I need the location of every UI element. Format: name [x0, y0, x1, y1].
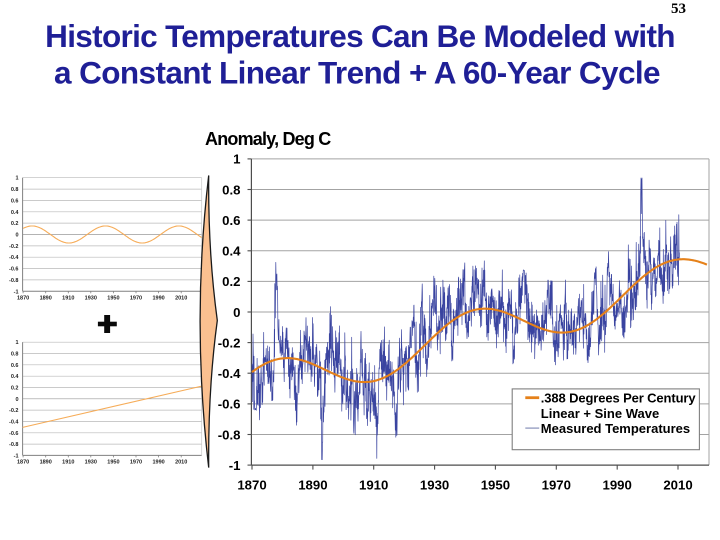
svg-text:-0.8: -0.8 [9, 442, 18, 448]
svg-text:0.4: 0.4 [222, 244, 241, 259]
svg-text:0.4: 0.4 [11, 374, 20, 380]
svg-text:-0.6: -0.6 [9, 267, 18, 273]
svg-text:a Constant Linear Trend + A 60: a Constant Linear Trend + A 60-Year Cycl… [54, 55, 660, 91]
svg-text:1970: 1970 [130, 296, 142, 302]
svg-text:0.8: 0.8 [222, 182, 240, 197]
svg-text:1950: 1950 [107, 296, 119, 302]
svg-text:-0.2: -0.2 [9, 244, 18, 250]
svg-text:0: 0 [15, 233, 18, 239]
svg-text:Historic Temperatures Can Be M: Historic Temperatures Can Be Modeled wit… [45, 18, 675, 54]
svg-text:0.4: 0.4 [11, 210, 20, 216]
svg-text:1930: 1930 [420, 478, 449, 493]
svg-text:1990: 1990 [152, 296, 164, 302]
svg-text:1930: 1930 [85, 296, 97, 302]
svg-text:1890: 1890 [298, 478, 327, 493]
svg-text:.388 Degrees Per Century: .388 Degrees Per Century [541, 391, 697, 406]
svg-text:1910: 1910 [62, 460, 74, 466]
svg-text:-0.6: -0.6 [9, 431, 18, 437]
svg-text:0.8: 0.8 [11, 352, 19, 358]
svg-text:1990: 1990 [152, 460, 164, 466]
svg-text:Linear + Sine Wave: Linear + Sine Wave [541, 406, 659, 421]
svg-text:2010: 2010 [663, 478, 692, 493]
svg-text:1930: 1930 [85, 460, 97, 466]
svg-text:-0.4: -0.4 [9, 255, 19, 261]
svg-text:0.2: 0.2 [11, 221, 19, 227]
svg-text:2010: 2010 [175, 296, 187, 302]
svg-text:-0.8: -0.8 [9, 278, 18, 284]
svg-text:0.2: 0.2 [11, 386, 19, 392]
svg-text:Measured Temperatures: Measured Temperatures [541, 421, 690, 436]
svg-text:-1: -1 [14, 289, 19, 295]
svg-text:1910: 1910 [359, 478, 388, 493]
svg-text:-0.8: -0.8 [218, 427, 241, 442]
svg-text:0.2: 0.2 [222, 274, 240, 289]
svg-text:0: 0 [233, 305, 240, 320]
svg-text:-0.4: -0.4 [218, 366, 241, 381]
svg-text:0.8: 0.8 [11, 187, 19, 193]
svg-text:1950: 1950 [481, 478, 510, 493]
svg-text:-0.2: -0.2 [218, 335, 241, 350]
svg-text:2010: 2010 [175, 460, 187, 466]
svg-text:0.6: 0.6 [11, 198, 19, 204]
svg-text:1970: 1970 [542, 478, 571, 493]
svg-text:0.6: 0.6 [11, 363, 19, 369]
svg-text:1950: 1950 [107, 460, 119, 466]
svg-text:0.6: 0.6 [222, 213, 240, 228]
svg-text:1: 1 [233, 152, 240, 167]
svg-text:Anomaly, Deg C: Anomaly, Deg C [205, 129, 331, 149]
svg-text:0: 0 [15, 397, 18, 403]
svg-text:1990: 1990 [603, 478, 632, 493]
svg-text:1890: 1890 [40, 460, 52, 466]
svg-text:-0.6: -0.6 [218, 397, 241, 412]
svg-text:-1: -1 [14, 453, 19, 459]
svg-text:1910: 1910 [62, 296, 74, 302]
svg-text:1870: 1870 [237, 478, 266, 493]
svg-text:-1: -1 [229, 458, 241, 473]
svg-text:-0.4: -0.4 [9, 419, 19, 425]
svg-text:1: 1 [15, 176, 18, 182]
svg-text:1: 1 [15, 340, 18, 346]
svg-text:1870: 1870 [17, 296, 29, 302]
svg-text:1890: 1890 [40, 296, 52, 302]
svg-text:1870: 1870 [17, 460, 29, 466]
svg-text:1970: 1970 [130, 460, 142, 466]
svg-text:-0.2: -0.2 [9, 408, 18, 414]
svg-text:53: 53 [671, 1, 686, 17]
